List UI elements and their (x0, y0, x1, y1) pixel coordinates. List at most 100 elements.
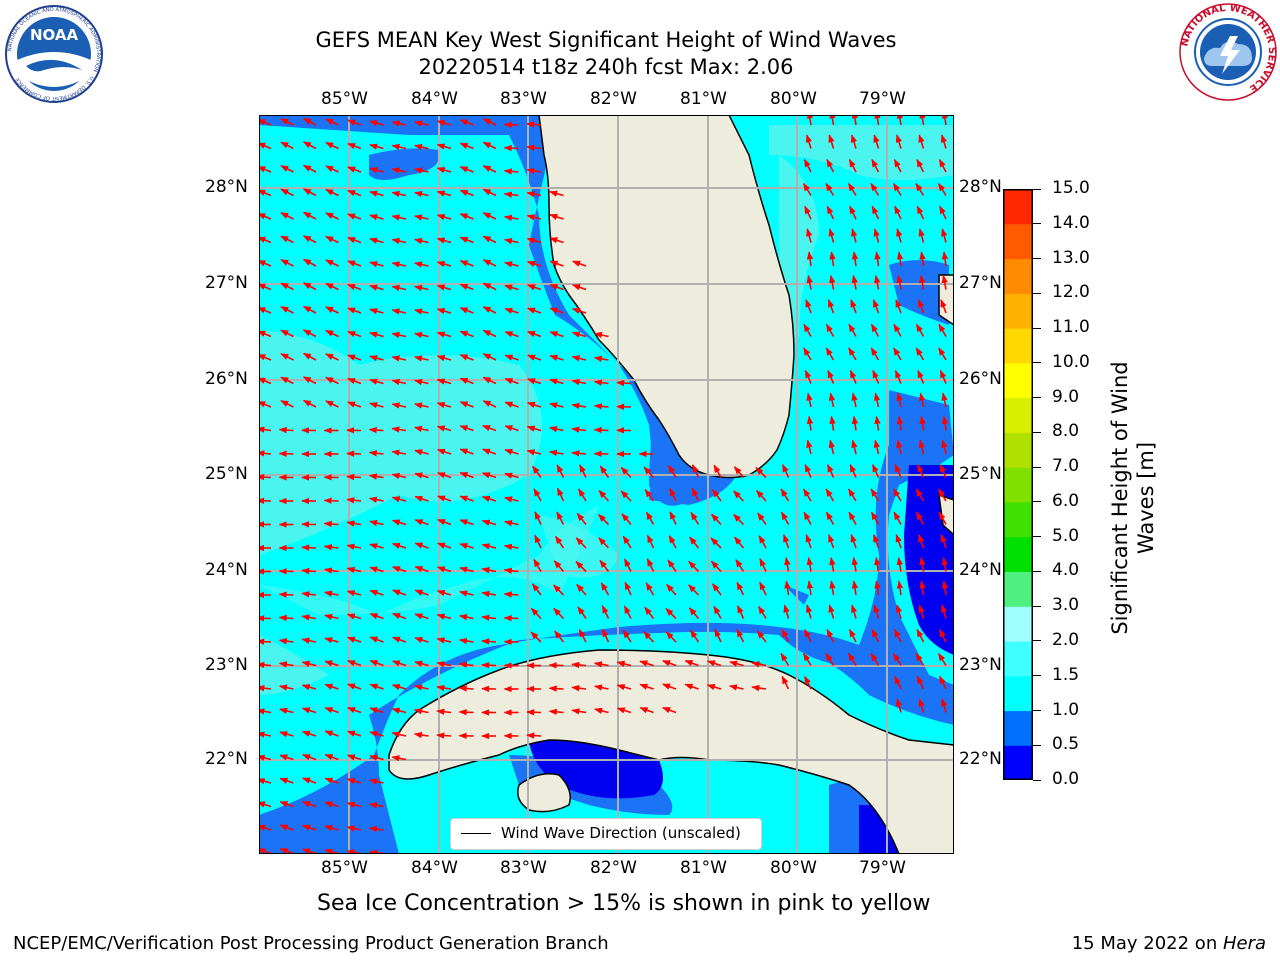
wave-direction-arrow (325, 282, 339, 291)
wave-direction-arrow (783, 604, 790, 619)
wave-direction-arrow (916, 158, 925, 173)
wave-direction-arrow (849, 463, 857, 478)
wave-direction-arrow (759, 558, 767, 572)
wave-direction-arrow (324, 801, 339, 808)
wave-direction-arrow (755, 467, 767, 479)
wave-direction-arrow (414, 565, 429, 573)
wave-direction-arrow (918, 392, 926, 408)
colorbar-tick-label: 6.0 (1052, 490, 1080, 511)
wave-direction-arrow (733, 490, 745, 502)
wave-direction-arrow (805, 299, 812, 314)
nws-logo: NATIONAL WEATHER SERVICE (1178, 2, 1278, 102)
wave-direction-arrow (828, 392, 836, 408)
wave-direction-arrow (571, 331, 587, 338)
wave-direction-arrow (711, 583, 722, 596)
wave-direction-arrow (279, 777, 294, 784)
wave-direction-arrow (593, 355, 609, 362)
wave-direction-arrow (780, 652, 790, 666)
wave-direction-arrow (436, 355, 452, 362)
wave-direction-arrow (575, 561, 587, 573)
wave-direction-arrow (347, 354, 362, 361)
colorbar-tick-mark (1033, 327, 1041, 329)
wave-direction-arrow (347, 260, 362, 267)
wave-direction-arrow (504, 377, 519, 385)
lon-label-bottom: 83°W (500, 858, 547, 878)
wave-direction-arrow (576, 512, 587, 525)
wave-direction-arrow (302, 399, 317, 408)
svg-text:NOAA: NOAA (30, 26, 79, 44)
wave-direction-arrow (482, 282, 497, 291)
wave-direction-arrow (526, 144, 542, 151)
wave-direction-arrow (436, 448, 452, 455)
wave-direction-arrow (828, 604, 835, 619)
wave-direction-arrow (781, 628, 790, 643)
wave-direction-arrow (391, 519, 407, 526)
wave-direction-arrow (805, 534, 812, 549)
wave-direction-arrow (757, 512, 767, 525)
wave-direction-arrow (347, 166, 362, 173)
colorbar-tick-mark (1033, 710, 1041, 711)
wave-direction-arrow (919, 556, 926, 572)
wave-direction-arrow (325, 188, 339, 197)
colorbar-swatch (1003, 328, 1033, 364)
wave-direction-arrow (918, 228, 925, 243)
wave-direction-arrow (504, 354, 519, 361)
wave-direction-arrow (436, 143, 452, 150)
wave-direction-arrow (323, 567, 339, 574)
wave-direction-arrow (301, 848, 317, 855)
wave-direction-arrow (669, 511, 677, 525)
wave-direction-arrow (571, 426, 587, 433)
wave-direction-arrow (325, 400, 339, 408)
wave-direction-arrow (688, 560, 700, 573)
wave-direction-arrow (347, 307, 362, 314)
wave-direction-arrow (666, 583, 677, 596)
wave-direction-arrow (324, 613, 339, 621)
wave-direction-arrow (870, 488, 880, 502)
wave-direction-arrow (391, 378, 407, 386)
wave-direction-arrow (894, 205, 902, 220)
wave-direction-arrow (895, 604, 903, 619)
wave-direction-arrow (459, 566, 474, 573)
colorbar-swatches (1003, 189, 1033, 781)
wave-direction-arrow (391, 707, 407, 714)
colorbar-tick-mark (1033, 501, 1041, 503)
wave-direction-arrow (713, 605, 722, 619)
wave-direction-arrow (369, 284, 384, 291)
lon-label-bottom: 84°W (411, 858, 458, 878)
wave-direction-arrow (325, 165, 339, 173)
wave-direction-arrow (594, 331, 609, 339)
lat-label-right: 24°N (959, 560, 1002, 580)
wave-direction-arrow (459, 448, 474, 455)
wave-direction-arrow (481, 614, 497, 621)
wave-direction-arrow (594, 707, 609, 714)
lat-label-right: 26°N (959, 369, 1002, 389)
lon-label-top: 81°W (680, 89, 727, 109)
wave-direction-arrow (706, 683, 722, 691)
colorbar-tick-mark (1033, 779, 1041, 781)
colorbar-tick-mark (1033, 640, 1041, 642)
wave-direction-arrow (593, 403, 609, 410)
wave-direction-arrow (482, 448, 497, 455)
wave-direction-arrow (553, 607, 565, 620)
wave-direction-arrow (874, 274, 881, 290)
wave-direction-arrow (803, 347, 812, 361)
wave-direction-arrow (825, 323, 835, 337)
wave-direction-arrow (526, 709, 542, 716)
wave-direction-arrow (369, 167, 384, 174)
wave-direction-arrow (553, 560, 565, 573)
lon-label-top: 80°W (770, 89, 817, 109)
wave-direction-arrow (873, 228, 880, 243)
wave-direction-arrow (368, 473, 384, 480)
wave-direction-arrow (735, 559, 745, 572)
wave-direction-arrow (803, 628, 812, 643)
wave-direction-arrow (918, 134, 925, 149)
wave-direction-arrow (804, 205, 812, 220)
wave-direction-arrow (919, 580, 926, 596)
wave-direction-arrow (639, 660, 654, 667)
wave-direction-arrow (622, 629, 632, 643)
wave-direction-arrow (616, 379, 632, 387)
wave-direction-arrow (803, 323, 812, 337)
colorbar-tick-label: 2.0 (1052, 629, 1080, 650)
wave-direction-arrow (825, 182, 835, 196)
wave-direction-arrow (873, 439, 881, 455)
